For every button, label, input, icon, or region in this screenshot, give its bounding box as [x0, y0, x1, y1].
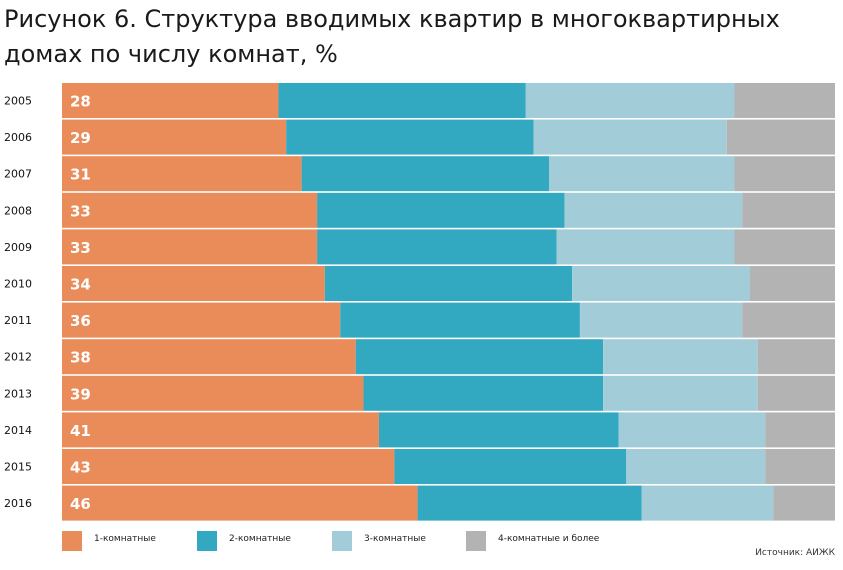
bar-segment — [62, 192, 318, 228]
bar-segment — [618, 412, 766, 448]
bar-segment — [62, 412, 379, 448]
bar-segment — [363, 375, 604, 411]
bar-segment — [62, 156, 302, 192]
bar-segment — [765, 449, 835, 484]
bar-segment — [62, 83, 279, 118]
bar-segment — [378, 412, 619, 448]
legend-swatch-two-room — [197, 531, 217, 551]
bar-segment — [286, 119, 534, 155]
bar-segment — [556, 229, 735, 265]
legend-label-one-room: 1-комнатные — [94, 534, 156, 544]
bar-segment — [62, 229, 318, 265]
legend-label-two-room: 2-комнатные — [229, 534, 291, 544]
bar-segment — [62, 266, 325, 301]
bar-segment — [773, 485, 835, 521]
legend-swatch-three-room — [332, 531, 352, 551]
bar-segment — [62, 339, 356, 375]
bar-segment — [579, 302, 743, 338]
bar-segment — [564, 192, 743, 228]
bar-segment — [62, 375, 364, 411]
legend: 1-комнатные 2-комнатные 3-комнатные 4-ко… — [62, 530, 762, 552]
data-label: 34 — [70, 276, 91, 294]
data-label: 28 — [70, 93, 91, 111]
bar-segment — [734, 229, 835, 265]
category-label: 2014 — [4, 424, 32, 437]
category-label: 2005 — [4, 95, 32, 108]
bar-segment — [417, 485, 642, 521]
legend-swatch-one-room — [62, 531, 82, 551]
bar-segment — [734, 83, 835, 118]
chart-title: Рисунок 6. Структура вводимых квартир в … — [4, 5, 780, 68]
bar-segment — [742, 302, 835, 338]
data-label: 31 — [70, 166, 91, 184]
bar-segment — [603, 375, 758, 411]
bar-segment — [734, 156, 835, 192]
data-label: 39 — [70, 385, 91, 403]
bar-segment — [757, 375, 835, 411]
category-label: 2016 — [4, 497, 32, 510]
bar-segment — [742, 192, 835, 228]
bar-segment — [757, 339, 835, 375]
bar-segment — [641, 485, 774, 521]
bar-segment — [533, 119, 727, 155]
data-label: 36 — [70, 312, 91, 330]
bar-segment — [340, 302, 580, 338]
data-label: 46 — [70, 495, 91, 513]
data-label: 33 — [70, 202, 91, 220]
data-label: 38 — [70, 349, 91, 367]
category-label: 2009 — [4, 241, 32, 254]
category-label: 2011 — [4, 314, 32, 327]
category-label: 2008 — [4, 204, 32, 217]
category-label: 2012 — [4, 351, 32, 364]
bar-segment — [324, 266, 573, 301]
data-label: 33 — [70, 239, 91, 257]
data-label: 29 — [70, 129, 91, 147]
category-label: 2013 — [4, 387, 32, 400]
bar-segment — [62, 119, 287, 155]
bar-segment — [525, 83, 735, 118]
bar-segment — [548, 156, 735, 192]
data-label: 43 — [70, 459, 91, 477]
bar-segment — [317, 229, 557, 265]
bar-segment — [62, 485, 418, 521]
category-label: 2006 — [4, 131, 32, 144]
source-note: Источник: АИЖК — [755, 548, 835, 558]
legend-label-three-room: 3-комнатные — [364, 534, 426, 544]
category-label: 2007 — [4, 168, 32, 181]
bar-segment — [317, 192, 565, 228]
legend-swatch-four-plus — [466, 531, 486, 551]
stacked-bar-chart: 2005 28 2006 29 2007 31 2008 33 2009 33 2010 34 2011… — [4, 83, 835, 521]
bar-segment — [726, 119, 835, 155]
bar-segment — [301, 156, 549, 192]
bar-segment — [62, 449, 395, 484]
bar-segment — [765, 412, 835, 448]
bar-segment — [394, 449, 627, 484]
bar-segment — [62, 302, 341, 338]
bar-segment — [603, 339, 758, 375]
bar-segment — [355, 339, 604, 375]
legend-label-four-plus: 4-комнатные и более — [498, 534, 600, 544]
bar-segment — [572, 266, 750, 301]
bar-segment — [749, 266, 835, 301]
bar-segment — [626, 449, 766, 484]
bar-segment — [278, 83, 526, 118]
category-label: 2015 — [4, 461, 32, 474]
category-label: 2010 — [4, 278, 32, 291]
data-label: 41 — [70, 422, 91, 440]
